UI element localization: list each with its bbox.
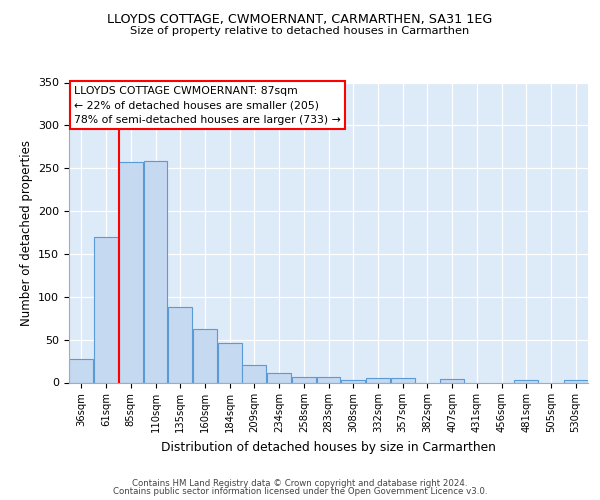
Bar	[193, 328, 217, 382]
Bar	[143, 162, 167, 382]
Bar	[514, 380, 538, 382]
Bar	[391, 378, 415, 382]
Bar	[119, 162, 143, 382]
Bar	[70, 358, 94, 382]
Text: LLOYDS COTTAGE CWMOERNANT: 87sqm
← 22% of detached houses are smaller (205)
78% : LLOYDS COTTAGE CWMOERNANT: 87sqm ← 22% o…	[74, 86, 341, 125]
Bar	[366, 378, 390, 382]
Bar	[292, 376, 316, 382]
Bar	[267, 373, 291, 382]
Y-axis label: Number of detached properties: Number of detached properties	[20, 140, 32, 326]
Bar	[341, 380, 365, 382]
Text: Size of property relative to detached houses in Carmarthen: Size of property relative to detached ho…	[130, 26, 470, 36]
Text: Contains public sector information licensed under the Open Government Licence v3: Contains public sector information licen…	[113, 487, 487, 496]
Bar	[563, 380, 587, 382]
Text: Contains HM Land Registry data © Crown copyright and database right 2024.: Contains HM Land Registry data © Crown c…	[132, 478, 468, 488]
Bar	[242, 366, 266, 382]
Bar	[218, 343, 242, 382]
Bar	[440, 379, 464, 382]
Text: LLOYDS COTTAGE, CWMOERNANT, CARMARTHEN, SA31 1EG: LLOYDS COTTAGE, CWMOERNANT, CARMARTHEN, …	[107, 12, 493, 26]
Bar	[94, 237, 118, 382]
Bar	[317, 376, 340, 382]
Bar	[168, 307, 192, 382]
X-axis label: Distribution of detached houses by size in Carmarthen: Distribution of detached houses by size …	[161, 441, 496, 454]
